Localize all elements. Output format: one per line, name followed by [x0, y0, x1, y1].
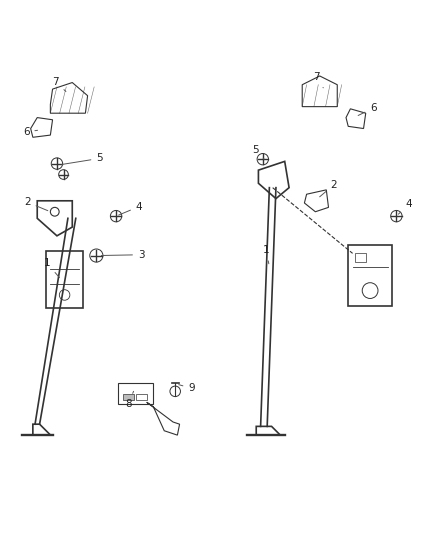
- Text: 1: 1: [263, 245, 269, 264]
- Text: 1: 1: [44, 259, 60, 278]
- Text: 5: 5: [252, 144, 264, 159]
- Text: 2: 2: [320, 180, 337, 197]
- Text: 2: 2: [24, 197, 48, 211]
- Text: 6: 6: [358, 103, 377, 116]
- Text: 7: 7: [53, 77, 66, 92]
- Text: 4: 4: [399, 199, 412, 214]
- Text: 6: 6: [23, 127, 38, 137]
- Text: 4: 4: [119, 201, 142, 215]
- Text: 9: 9: [179, 383, 195, 393]
- Text: 5: 5: [62, 154, 103, 165]
- FancyBboxPatch shape: [123, 393, 134, 400]
- Text: 8: 8: [125, 391, 134, 409]
- Text: 3: 3: [101, 250, 145, 260]
- Text: 7: 7: [313, 72, 323, 88]
